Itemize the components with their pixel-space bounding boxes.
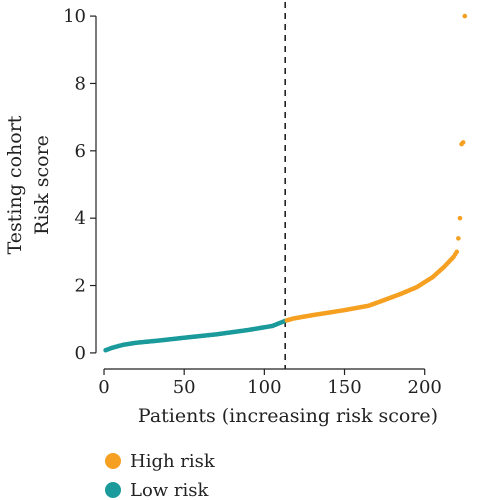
x-tick-label: 0 xyxy=(98,377,109,398)
high-risk-point xyxy=(456,236,461,241)
x-axis-group: 0 50 100 150 200 xyxy=(98,368,442,398)
y-axis-title-line1: Testing cohort xyxy=(4,115,26,254)
high-risk-point xyxy=(460,140,466,145)
x-tick-label: 100 xyxy=(247,377,281,398)
x-tick-label: 50 xyxy=(173,377,196,398)
x-tick-label: 150 xyxy=(327,377,361,398)
legend-label-low-risk: Low risk xyxy=(130,480,210,500)
y-axis-title-line2: Risk score xyxy=(31,135,53,235)
y-tick-label: 2 xyxy=(75,276,86,297)
data-points xyxy=(103,13,468,353)
x-ticks: 0 50 100 150 200 xyxy=(98,369,442,398)
high-risk-point xyxy=(462,13,468,19)
y-ticks: 0 2 4 6 8 10 xyxy=(63,6,96,364)
y-tick-label: 6 xyxy=(75,141,86,162)
y-tick-label: 8 xyxy=(75,73,86,94)
y-tick-label: 0 xyxy=(75,343,86,364)
x-axis-title: Patients (increasing risk score) xyxy=(138,405,438,427)
high-risk-point xyxy=(454,249,460,255)
legend-marker-high-risk xyxy=(105,453,121,469)
legend-label-high-risk: High risk xyxy=(130,451,216,472)
high-risk-point xyxy=(457,215,463,221)
legend-marker-low-risk xyxy=(105,482,121,498)
legend: High risk Low risk xyxy=(105,451,216,500)
y-axis-group: 0 2 4 6 8 10 xyxy=(63,6,97,364)
y-tick-label: 10 xyxy=(63,6,86,27)
x-tick-label: 200 xyxy=(408,377,442,398)
y-tick-label: 4 xyxy=(75,208,86,229)
